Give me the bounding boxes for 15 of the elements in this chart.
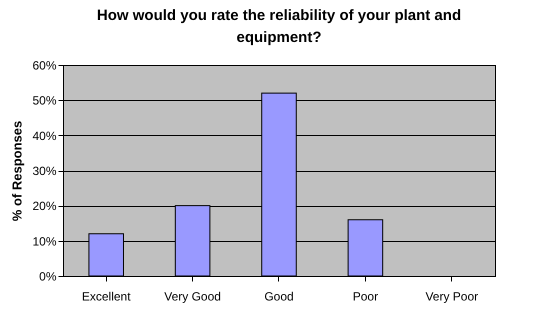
y-tick-label: 60% [32, 58, 57, 72]
x-tick-label: Poor [352, 290, 378, 304]
x-tick-label: Very Poor [425, 290, 478, 304]
y-tick-label: 50% [32, 94, 57, 108]
y-tick-label: 0% [39, 270, 57, 284]
text: How would you rate the reliability of your plant and [96, 7, 462, 24]
y-tick-label: 20% [32, 199, 57, 214]
y-tick-label: 10% [32, 234, 57, 248]
x-tick-label: Good [264, 290, 294, 304]
y-tick-label: 30% [32, 164, 57, 178]
text: equipment? [236, 29, 322, 46]
y-axis-title: % of Responses [9, 120, 24, 222]
x-tick-label: Excellent [82, 290, 132, 304]
x-tick-label: Very Good [164, 290, 221, 304]
y-tick-label: 40% [32, 128, 57, 143]
